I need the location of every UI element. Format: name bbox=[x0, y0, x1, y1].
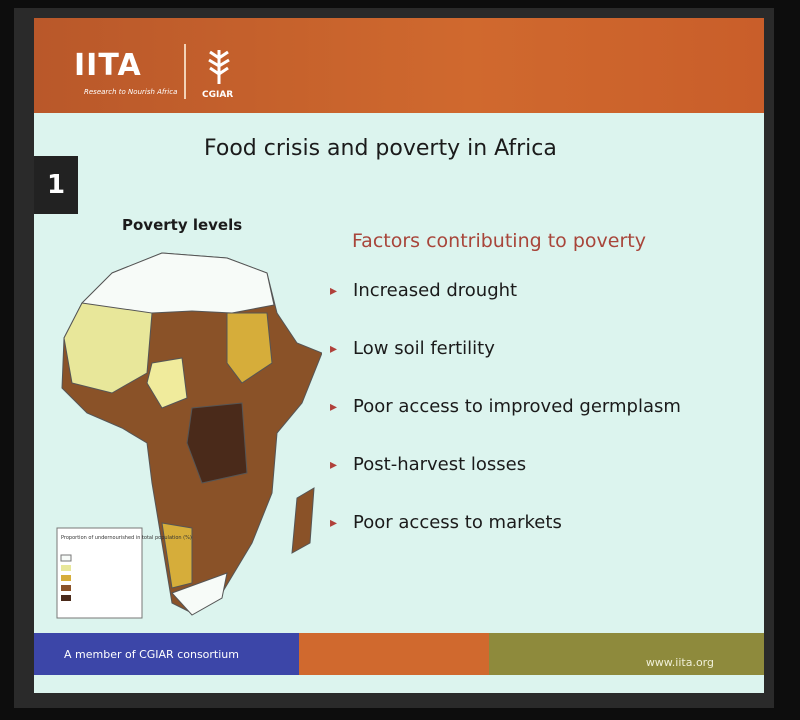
projection-screen: IITA Research to Nourish Africa CGIAR 1 … bbox=[14, 8, 774, 708]
madagascar bbox=[291, 487, 315, 554]
divider bbox=[184, 44, 186, 99]
slide-number: 1 bbox=[34, 156, 78, 214]
map-legend bbox=[56, 527, 143, 619]
logo-tagline: Research to Nourish Africa bbox=[84, 88, 178, 96]
sudan bbox=[226, 312, 273, 384]
factor-item: Poor access to improved germplasm bbox=[330, 396, 681, 454]
slide-header: IITA Research to Nourish Africa CGIAR bbox=[34, 18, 764, 113]
nigeria bbox=[146, 357, 188, 409]
logo-text: IITA bbox=[74, 48, 142, 83]
legend-swatch bbox=[61, 565, 71, 571]
footer-member: A member of CGIAR consortium bbox=[34, 633, 299, 675]
footer-band bbox=[299, 633, 489, 675]
slide-title: Food crisis and poverty in Africa bbox=[204, 136, 557, 161]
slide: IITA Research to Nourish Africa CGIAR 1 … bbox=[34, 18, 764, 693]
west-africa-light bbox=[63, 302, 153, 394]
factors-heading: Factors contributing to poverty bbox=[352, 230, 646, 252]
legend-swatch bbox=[61, 575, 71, 581]
slide-footer: A member of CGIAR consortium www.iita.or… bbox=[34, 633, 764, 675]
africa-map: Proportion of undernourished in total po… bbox=[56, 252, 322, 619]
legend-swatch bbox=[61, 595, 71, 601]
factor-list: Increased droughtLow soil fertilityPoor … bbox=[330, 280, 681, 570]
cgiar-icon bbox=[208, 50, 230, 84]
namibia bbox=[161, 522, 193, 589]
map-title: Poverty levels bbox=[122, 216, 243, 234]
footer-url: www.iita.org bbox=[489, 633, 764, 675]
factor-item: Increased drought bbox=[330, 280, 681, 338]
factor-item: Low soil fertility bbox=[330, 338, 681, 396]
legend-swatch bbox=[60, 554, 72, 562]
legend-swatch bbox=[61, 585, 71, 591]
south-africa bbox=[171, 572, 228, 616]
factor-item: Poor access to markets bbox=[330, 512, 681, 570]
legend-title: Proportion of undernourished in total po… bbox=[61, 535, 192, 541]
cgiar-text: CGIAR bbox=[202, 90, 234, 100]
factor-item: Post-harvest losses bbox=[330, 454, 681, 512]
drc bbox=[186, 402, 248, 484]
